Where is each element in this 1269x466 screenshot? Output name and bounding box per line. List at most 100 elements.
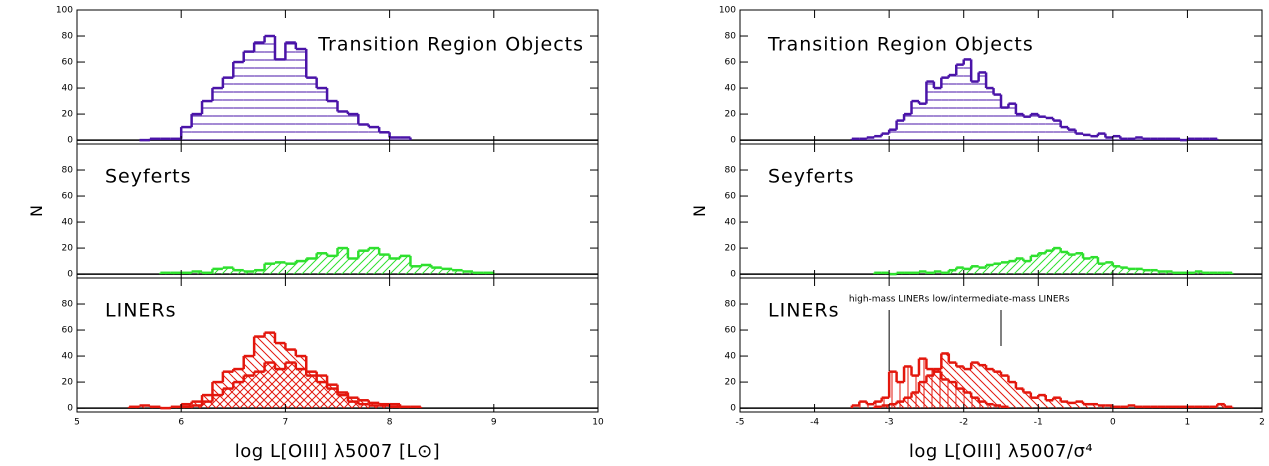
histogram-bin (866, 404, 875, 409)
histogram-bin (1068, 129, 1076, 141)
panel-label: Transition Region Objects (317, 34, 584, 56)
histogram-bin (274, 369, 286, 409)
histogram-bin (1217, 404, 1225, 409)
histogram-bin (1112, 266, 1121, 275)
histogram-bin (896, 382, 905, 409)
histogram-bin (254, 270, 265, 275)
histogram-bin (1090, 257, 1098, 275)
y-tick-label: 80 (62, 32, 74, 42)
histogram-bin (368, 405, 380, 409)
y-tick-label: 0 (67, 404, 73, 414)
histogram-bin (956, 64, 964, 141)
histogram-bin (1150, 270, 1158, 275)
histogram-bin (1060, 251, 1069, 275)
histogram-bin (971, 81, 979, 141)
y-tick-label: 100 (719, 6, 736, 16)
histogram-bin (1105, 405, 1113, 409)
y-tick-label: 80 (62, 300, 74, 310)
histogram-bin (1090, 404, 1098, 409)
x-tick-label: -4 (810, 418, 819, 428)
histogram-bin (400, 137, 411, 141)
y-tick-label: 40 (725, 218, 737, 228)
histogram-bin (1001, 107, 1009, 141)
histogram-bin (859, 401, 867, 409)
histogram-bin (316, 253, 328, 275)
histogram-bin (1008, 261, 1016, 275)
x-axis-label: log L[OIII] λ5007/σ⁴ (909, 441, 1093, 462)
histogram-bin (1097, 405, 1106, 409)
histogram-bin (993, 371, 1001, 409)
histogram-bin (139, 405, 150, 409)
y-tick-label: 40 (725, 84, 737, 94)
histogram-bin (233, 270, 244, 275)
histogram-bin (971, 266, 979, 275)
histogram-bin (379, 405, 390, 409)
histogram-bin (212, 88, 223, 141)
histogram-bin (911, 101, 919, 141)
histogram-bin (941, 353, 949, 409)
histogram-bin (896, 401, 905, 409)
histogram-bin (941, 77, 949, 141)
histogram-bin (327, 388, 338, 409)
histogram-bin (233, 382, 244, 409)
y-tick-label: 60 (725, 326, 737, 336)
histogram-bin (1165, 271, 1173, 275)
histogram-bin (222, 267, 234, 275)
histogram-bin (306, 77, 317, 141)
x-tick-label: 0 (1110, 418, 1116, 428)
histogram-bin (1053, 248, 1061, 275)
x-tick-label: 10 (592, 418, 604, 428)
x-tick-label: -3 (885, 418, 894, 428)
y-tick-label: 0 (730, 404, 736, 414)
y-tick-label: 20 (62, 378, 74, 388)
x-tick-label: -1 (1034, 418, 1043, 428)
y-tick-label: 60 (725, 192, 737, 202)
histogram-bin (986, 264, 994, 275)
histogram-bin (963, 59, 972, 141)
panel-label: Seyferts (768, 166, 855, 188)
annotation: high-mass LINERs (849, 295, 930, 305)
histogram-bin (191, 271, 203, 275)
histogram-bin (904, 397, 912, 409)
histogram-bin (233, 62, 244, 141)
histogram-bin (1008, 103, 1016, 141)
panel-label: Transition Region Objects (767, 34, 1034, 56)
histogram-bin (1060, 401, 1069, 409)
histogram-bin (274, 262, 286, 275)
panel-frame (76, 277, 599, 413)
y-tick-label: 40 (62, 84, 74, 94)
histogram-bin (264, 263, 275, 275)
histogram-bin (1075, 401, 1084, 409)
histogram-bin (212, 395, 223, 409)
x-tick-label: -5 (736, 418, 745, 428)
histogram-bin (222, 388, 234, 409)
histogram-bin (1075, 253, 1084, 275)
histogram-bin (1068, 402, 1076, 409)
histogram-bin (295, 49, 307, 141)
y-tick-label: 0 (730, 270, 736, 280)
panel-frame (739, 143, 1263, 279)
histogram-bin (389, 258, 401, 275)
histogram-bin (1001, 375, 1009, 409)
x-axis-label: log L[OIII] λ5007 [L⊙] (235, 441, 440, 462)
histogram-bin (904, 366, 912, 409)
histogram-bin (337, 111, 348, 141)
histogram-bin (881, 405, 890, 409)
histogram-bin (918, 271, 927, 275)
histogram-bin (963, 268, 972, 275)
histogram-bin (986, 369, 994, 409)
histogram-bin (933, 88, 942, 141)
histogram-bin (1060, 127, 1069, 141)
histogram-bin (462, 271, 473, 275)
histogram-bin (274, 59, 286, 141)
histogram-bin (904, 114, 912, 141)
histogram-bin (1045, 250, 1054, 275)
histogram-bin (978, 267, 987, 275)
histogram-bin (1083, 404, 1091, 409)
histogram-bin (918, 382, 927, 409)
histogram-bin (1097, 263, 1106, 275)
histogram-bin (1127, 405, 1136, 409)
histogram-bin (1038, 253, 1046, 275)
histogram-bin (337, 248, 348, 275)
